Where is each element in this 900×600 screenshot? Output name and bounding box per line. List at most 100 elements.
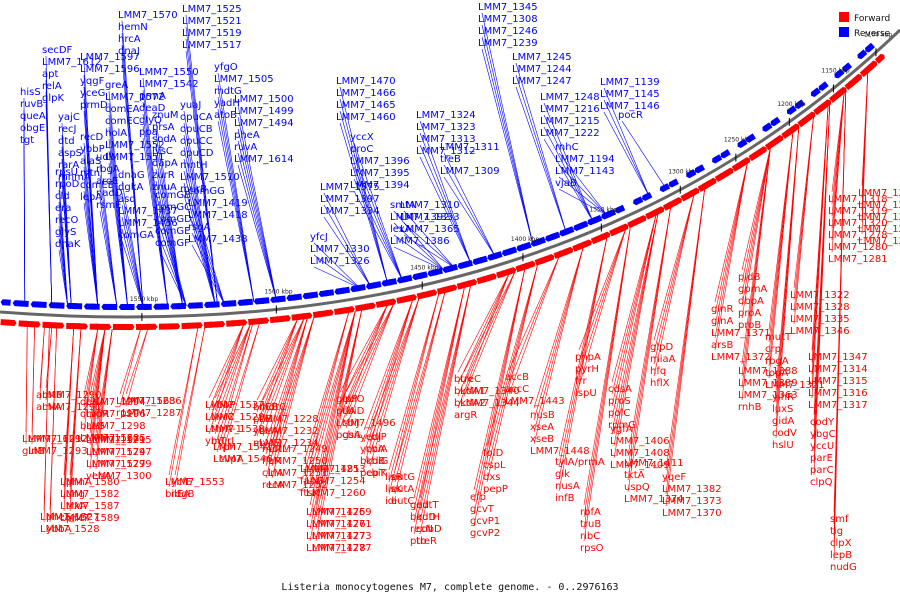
reverse-gene-label[interactable]: ruvA bbox=[234, 142, 257, 153]
forward-gene-label[interactable]: lisK bbox=[385, 484, 403, 495]
forward-gene-label[interactable]: LMM7_1284 bbox=[858, 212, 900, 223]
forward-gene-label[interactable]: LMM7_1318 bbox=[828, 194, 888, 205]
forward-gene-label[interactable]: proB bbox=[738, 320, 761, 331]
forward-gene-label[interactable]: LMM7_1278 bbox=[828, 230, 888, 241]
forward-gene-label[interactable]: LMM7_1344 bbox=[460, 398, 520, 409]
forward-gene-label[interactable]: LMM7_1529 bbox=[205, 412, 265, 423]
reverse-gene-label[interactable]: zurR bbox=[152, 170, 175, 181]
forward-gene-label[interactable]: LMM7_1277 bbox=[312, 543, 372, 554]
forward-gene-label[interactable]: LMM7_1537 bbox=[205, 400, 265, 411]
forward-gene-label[interactable]: LMM7_1587 bbox=[60, 501, 120, 512]
reverse-gene-label[interactable]: LMM7_1418 bbox=[188, 210, 248, 221]
reverse-gene-label[interactable]: LMM7_1551 bbox=[105, 152, 165, 163]
forward-gene-label[interactable]: LMM7_1374 bbox=[624, 494, 684, 505]
forward-gene-label[interactable]: vebA bbox=[86, 471, 111, 482]
forward-gene-label[interactable]: polC bbox=[608, 408, 630, 419]
forward-gene-label[interactable]: LMM7_1321 bbox=[765, 380, 825, 391]
reverse-gene-label[interactable]: smtA bbox=[390, 200, 416, 211]
forward-gene-label[interactable]: pflB bbox=[253, 414, 273, 425]
forward-gene-label[interactable]: LMM7_1477 bbox=[306, 531, 366, 542]
forward-gene-label[interactable]: tig bbox=[830, 526, 843, 537]
reverse-gene-label[interactable]: secDF bbox=[42, 45, 73, 56]
forward-gene-label[interactable]: LMM7_1252 bbox=[268, 480, 328, 491]
reverse-gene-label[interactable]: ruvB bbox=[20, 99, 43, 110]
reverse-gene-label[interactable]: yuaJ bbox=[180, 100, 201, 111]
reverse-gene-label[interactable]: LMM7_1215 bbox=[540, 116, 600, 127]
forward-gene-label[interactable]: truB bbox=[580, 519, 601, 530]
reverse-gene-label[interactable]: rpoD bbox=[55, 179, 80, 190]
forward-gene-label[interactable]: LMM7_1408 bbox=[610, 448, 670, 459]
reverse-gene-label[interactable]: glpK bbox=[42, 93, 64, 104]
forward-gene-label[interactable]: baeS bbox=[80, 421, 105, 432]
reverse-gene-label[interactable]: LMM7_1222 bbox=[540, 128, 600, 139]
reverse-gene-label[interactable]: dapA bbox=[152, 158, 178, 169]
forward-gene-label[interactable]: LMM7_1346 bbox=[790, 326, 850, 337]
forward-gene-label[interactable]: LMM7_1300 bbox=[92, 471, 152, 482]
forward-gene-label[interactable]: treC bbox=[460, 374, 481, 385]
forward-gene-label[interactable]: phnA bbox=[66, 477, 92, 488]
forward-gene-label[interactable]: bkdD bbox=[410, 512, 436, 523]
reverse-gene-label[interactable]: glyQ bbox=[139, 115, 162, 126]
reverse-gene-label[interactable]: pheA bbox=[234, 130, 260, 141]
forward-gene-label[interactable]: dxs bbox=[483, 472, 500, 483]
reverse-gene-label[interactable]: yadH bbox=[214, 98, 240, 109]
reverse-gene-label[interactable]: LMM7_1386 bbox=[390, 236, 450, 247]
forward-gene-label[interactable]: yedJ bbox=[360, 432, 381, 443]
forward-gene-label[interactable]: smf bbox=[830, 514, 849, 525]
forward-gene-label[interactable]: treR bbox=[416, 536, 437, 547]
forward-gene-label[interactable]: LMM7_1289 bbox=[858, 236, 900, 247]
reverse-gene-label[interactable]: recJ bbox=[58, 124, 77, 135]
forward-gene-label[interactable]: codV bbox=[772, 428, 797, 439]
forward-gene-label[interactable]: rdgB bbox=[171, 489, 195, 500]
forward-gene-label[interactable]: gcvT bbox=[470, 504, 495, 515]
forward-gene-label[interactable]: cobD bbox=[416, 524, 442, 535]
forward-gene-label[interactable]: fabG bbox=[300, 476, 324, 487]
forward-gene-label[interactable]: LMM7_1541 bbox=[213, 442, 273, 453]
forward-gene-label[interactable]: yncA bbox=[360, 444, 385, 455]
forward-gene-label[interactable]: ybgC bbox=[810, 429, 836, 440]
reverse-gene-label[interactable]: LMM7_1308 bbox=[478, 14, 538, 25]
forward-gene-label[interactable]: LMM7_1260 bbox=[306, 488, 366, 499]
forward-gene-label[interactable]: LMM7_1317 bbox=[808, 400, 868, 411]
reverse-gene-label[interactable]: LMM7_1247 bbox=[512, 76, 572, 87]
reverse-gene-label[interactable]: opuCD bbox=[180, 148, 214, 159]
reverse-gene-label[interactable]: LMM7_1552 bbox=[105, 140, 165, 151]
forward-gene-label[interactable]: nudG bbox=[830, 562, 857, 573]
forward-gene-label[interactable]: LMM7_1282 bbox=[858, 188, 900, 199]
reverse-gene-label[interactable]: era bbox=[55, 203, 71, 214]
forward-gene-label[interactable]: LMM7_1553 bbox=[165, 477, 225, 488]
forward-gene-label[interactable]: accC bbox=[505, 384, 529, 395]
reverse-gene-label[interactable]: LMM7_1510 bbox=[180, 172, 240, 183]
forward-gene-label[interactable]: hflX bbox=[650, 378, 670, 389]
reverse-gene-label[interactable]: comGA bbox=[118, 230, 154, 241]
forward-gene-label[interactable]: ung bbox=[66, 489, 85, 500]
forward-gene-label[interactable]: LMM7_1249 bbox=[268, 444, 328, 455]
reverse-gene-label[interactable]: rbgA bbox=[96, 164, 120, 175]
reverse-gene-label[interactable]: yfgO bbox=[214, 62, 238, 73]
forward-gene-label[interactable]: rph bbox=[219, 442, 236, 453]
reverse-gene-label[interactable]: opuCA bbox=[180, 112, 213, 123]
forward-gene-label[interactable]: cvpA bbox=[219, 454, 244, 465]
forward-gene-label[interactable]: nusB bbox=[530, 410, 555, 421]
reverse-gene-label[interactable]: LMM7_1244 bbox=[512, 64, 572, 75]
reverse-gene-label[interactable]: LMM7_1517 bbox=[182, 40, 242, 51]
reverse-gene-label[interactable]: LMM7_1345 bbox=[478, 2, 538, 13]
forward-gene-label[interactable]: ybbP bbox=[211, 400, 236, 411]
reverse-gene-label[interactable]: LMM7_1612 bbox=[42, 57, 102, 68]
forward-gene-label[interactable]: LMM7_1382 bbox=[662, 484, 722, 495]
forward-gene-label[interactable]: ispU bbox=[575, 388, 597, 399]
reverse-gene-label[interactable]: LMM7_1145 bbox=[600, 89, 660, 100]
forward-gene-label[interactable]: bkdA2 bbox=[454, 398, 486, 409]
forward-gene-label[interactable]: pyrH bbox=[575, 364, 599, 375]
reverse-gene-label[interactable]: LMM7_1499 bbox=[234, 106, 294, 117]
reverse-gene-label[interactable]: cld bbox=[55, 191, 70, 202]
reverse-gene-label[interactable]: LMM7_1396 bbox=[350, 156, 410, 167]
reverse-gene-label[interactable]: LMM7_1245 bbox=[512, 52, 572, 63]
forward-gene-label[interactable]: cdsA bbox=[608, 384, 632, 395]
reverse-gene-label[interactable]: LMM7_1470 bbox=[336, 76, 396, 87]
reverse-gene-label[interactable]: LMM7_1521 bbox=[182, 16, 242, 27]
forward-gene-label[interactable]: ribC bbox=[580, 531, 600, 542]
forward-gene-label[interactable]: LMM7_1232 bbox=[259, 426, 319, 437]
forward-gene-label[interactable]: pflA bbox=[336, 406, 356, 417]
forward-gene-label[interactable]: rpsT bbox=[116, 408, 139, 419]
